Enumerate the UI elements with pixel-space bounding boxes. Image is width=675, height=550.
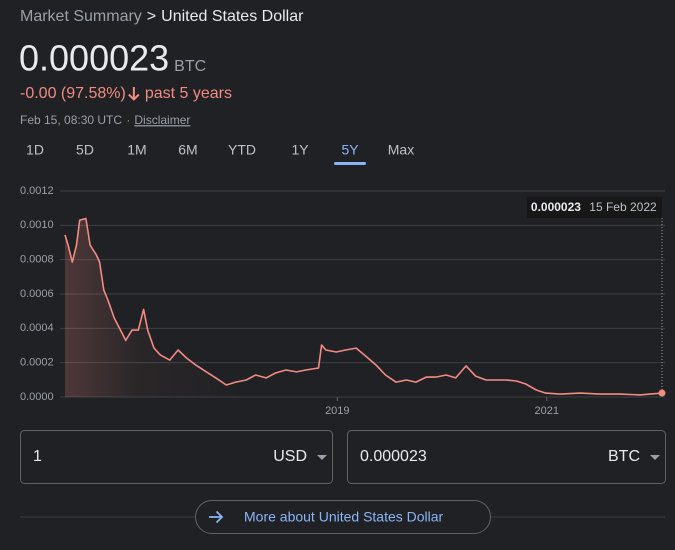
change-period: past 5 years — [145, 85, 232, 102]
range-tab[interactable]: 1M — [127, 142, 146, 158]
dropdown-icon[interactable] — [317, 455, 327, 460]
selected-tab-indicator — [334, 162, 366, 165]
more-link[interactable]: More about United States Dollar — [244, 509, 444, 525]
more-button[interactable] — [195, 500, 491, 534]
tooltip-box — [526, 197, 662, 218]
y-tick-label: 0.0002 — [20, 357, 54, 369]
tooltip-date: 15 Feb 2022 — [589, 200, 657, 214]
line-area — [65, 218, 662, 397]
disclaimer-link[interactable]: Disclaimer — [134, 113, 190, 127]
dropdown-icon[interactable] — [650, 455, 660, 460]
end-point — [658, 389, 666, 397]
range-tab[interactable]: 1Y — [291, 142, 309, 158]
y-tick-label: 0.0008 — [20, 254, 54, 266]
converter-currency[interactable]: BTC — [608, 448, 640, 465]
timestamp: Feb 15, 08:30 UTC — [20, 113, 122, 127]
timestamp-separator: · — [126, 113, 130, 127]
range-tab[interactable]: Max — [388, 142, 414, 158]
tooltip-value: 0.000023 — [531, 200, 581, 214]
x-tick-label: 2021 — [535, 405, 559, 417]
price-value: 0.000023 — [19, 38, 169, 79]
y-tick-label: 0.0010 — [20, 219, 54, 231]
breadcrumb-separator: > — [147, 8, 156, 25]
y-tick-label: 0.0012 — [20, 185, 54, 197]
y-tick-label: 0.0006 — [20, 288, 54, 300]
converter-amount[interactable]: 0.000023 — [360, 448, 427, 465]
change-text: -0.00 (97.58%) — [20, 85, 126, 102]
price-unit: BTC — [174, 58, 206, 75]
arrow-icon — [209, 510, 224, 524]
breadcrumb-current: United States Dollar — [161, 8, 304, 25]
y-tick-label: 0.0000 — [20, 391, 54, 403]
range-tab[interactable]: YTD — [228, 142, 256, 158]
y-tick-label: 0.0004 — [20, 322, 54, 334]
range-tab[interactable]: 6M — [178, 142, 197, 158]
x-tick-label: 2019 — [325, 405, 349, 417]
converter-currency[interactable]: USD — [273, 448, 307, 465]
breadcrumb-parent[interactable]: Market Summary — [20, 8, 142, 25]
converter-box[interactable] — [20, 430, 333, 484]
range-tab[interactable]: 5D — [76, 142, 94, 158]
converter-amount[interactable]: 1 — [33, 448, 42, 465]
range-tab[interactable]: 1D — [26, 142, 44, 158]
converter-box[interactable] — [347, 430, 666, 484]
down-arrow-icon — [128, 87, 140, 101]
range-tab[interactable]: 5Y — [341, 142, 359, 158]
price-line — [64, 217, 663, 396]
